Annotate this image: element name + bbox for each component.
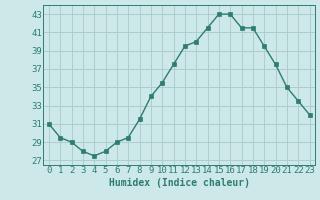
X-axis label: Humidex (Indice chaleur): Humidex (Indice chaleur) [109,178,250,188]
